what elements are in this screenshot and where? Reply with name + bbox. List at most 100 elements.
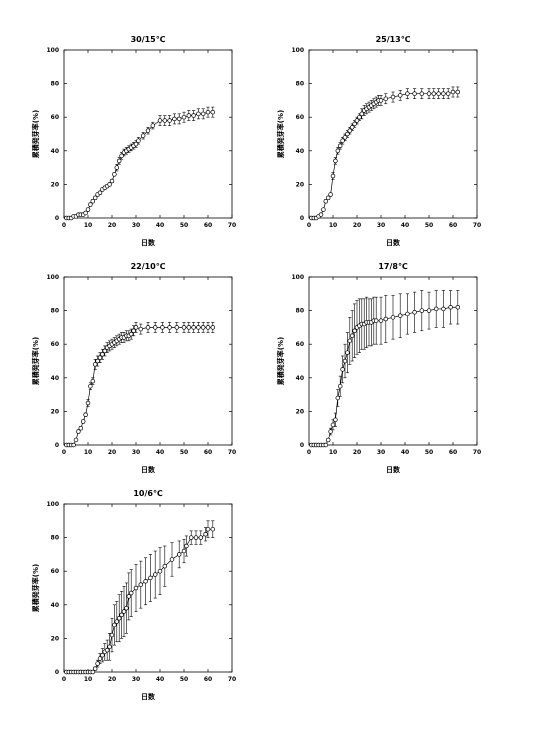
data-point <box>349 333 355 339</box>
data-point <box>121 609 127 614</box>
panel-4-ytick-label: 60 <box>296 341 304 348</box>
data-point <box>126 594 132 599</box>
panel-4-ytick-label: 40 <box>296 375 304 382</box>
data-point <box>90 378 96 384</box>
data-point <box>112 622 117 628</box>
panel-1-xtick-label: 0 <box>62 222 66 229</box>
panel-1-y-ticks: 0 20 40 60 80 100 <box>46 47 59 222</box>
data-point <box>83 210 88 216</box>
data-point <box>342 135 348 140</box>
data-point <box>104 647 110 653</box>
data-point <box>85 207 91 212</box>
data-point <box>90 669 96 675</box>
data-point <box>318 212 324 217</box>
panel-2-plot-frame <box>308 49 478 219</box>
data-point <box>128 590 134 596</box>
data-point <box>133 585 139 591</box>
data-point <box>76 429 81 434</box>
panel-3-ytick-label: 20 <box>51 408 59 415</box>
data-point <box>191 325 196 330</box>
panel-2-ytick-label: 40 <box>296 148 304 155</box>
panel-3-y-ticks: 0 20 40 60 80 100 <box>46 274 59 449</box>
panel-2-y-ticks: 0 20 40 60 80 100 <box>291 47 304 222</box>
data-point <box>441 91 446 96</box>
data-point <box>198 535 204 540</box>
data-point <box>210 109 216 115</box>
panel-5-ytick-label: 60 <box>51 568 59 575</box>
series-line <box>311 91 458 219</box>
data-point <box>95 661 100 666</box>
data-point <box>181 325 187 330</box>
panel-3-ytick-label: 0 <box>55 442 59 449</box>
panel-4-xtick-label: 0 <box>307 449 311 456</box>
panel-2-ytick-label: 0 <box>300 215 304 222</box>
panel-5-xtick-label: 10 <box>84 676 92 683</box>
panel-4-x-axis-label: 日数 <box>386 465 401 474</box>
data-point <box>337 143 343 149</box>
data-point <box>80 419 86 424</box>
data-point <box>143 579 148 584</box>
data-point <box>200 111 206 117</box>
panel-3-data-marks <box>63 276 233 448</box>
data-point <box>157 118 163 123</box>
panel-1-ytick-label: 0 <box>55 215 59 222</box>
panel-4-y-axis-label: 累積発芽率(%) <box>276 337 285 385</box>
panel-1-x-axis-label: 日数 <box>141 238 156 247</box>
panel-2-xtick-label: 60 <box>449 222 457 229</box>
data-point <box>352 121 357 127</box>
panel-1-plot-frame <box>63 49 233 219</box>
data-point <box>176 116 182 122</box>
data-point <box>405 91 410 96</box>
data-point <box>193 535 199 540</box>
data-point <box>138 326 144 332</box>
panel-1-data-marks <box>63 49 233 221</box>
data-point <box>342 358 348 364</box>
data-point <box>107 644 112 650</box>
data-point <box>114 165 120 170</box>
data-point <box>92 195 98 201</box>
data-point <box>205 109 211 115</box>
panel-3-xtick-label: 20 <box>108 449 116 456</box>
data-point <box>119 612 124 618</box>
data-point <box>145 325 151 330</box>
data-point <box>169 557 175 562</box>
data-point <box>181 548 187 554</box>
panel-2: 25/13℃ 0 20 40 60 80 100 0 10 20 30 40 5… <box>276 35 481 247</box>
data-point <box>148 575 153 581</box>
panel-5-xtick-label: 0 <box>62 676 66 683</box>
data-point <box>85 400 91 406</box>
data-point <box>450 89 456 95</box>
data-point <box>131 328 136 334</box>
panel-5-plot-frame <box>63 503 233 673</box>
data-point <box>378 98 384 103</box>
panel-5-xtick-label: 70 <box>228 676 236 683</box>
panel-2-ytick-label: 60 <box>296 114 304 121</box>
data-point <box>188 535 194 540</box>
panel-2-data-marks <box>308 49 478 221</box>
data-point <box>196 325 201 330</box>
data-point <box>433 306 439 312</box>
data-point <box>88 383 93 389</box>
data-point <box>441 306 446 312</box>
panel-1-xtick-label: 50 <box>180 222 188 229</box>
panel-5-xtick-label: 40 <box>156 676 164 683</box>
data-point <box>378 318 384 323</box>
panel-2-xtick-label: 70 <box>473 222 481 229</box>
panel-4-xtick-label: 10 <box>329 449 337 456</box>
data-point <box>112 172 117 177</box>
panel-2-xtick-label: 20 <box>353 222 361 229</box>
panel-5-ytick-label: 40 <box>51 602 59 609</box>
data-point <box>95 358 100 364</box>
data-point <box>150 123 156 128</box>
panel-3-y-axis-label: 累積発芽率(%) <box>31 337 40 385</box>
panel-4-xtick-label: 60 <box>449 449 457 456</box>
panel-4-xtick-label: 40 <box>401 449 409 456</box>
panel-1-xtick-label: 20 <box>108 222 116 229</box>
data-point <box>145 128 151 133</box>
data-point <box>448 304 453 310</box>
panel-2-y-axis-label: 累積発芽率(%) <box>276 110 285 158</box>
data-point <box>323 442 329 448</box>
data-point <box>172 116 177 122</box>
data-point <box>390 94 396 100</box>
